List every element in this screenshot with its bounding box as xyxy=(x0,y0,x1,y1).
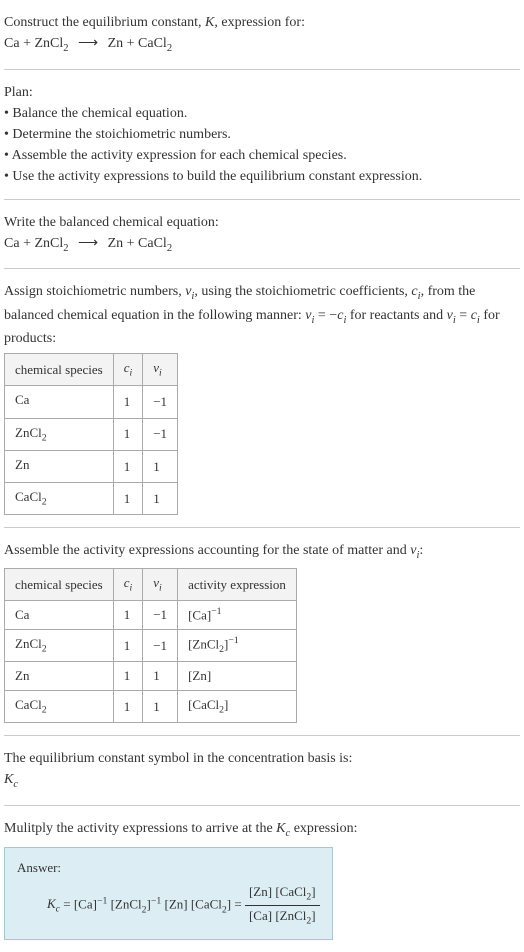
problem-statement: Construct the equilibrium constant, K, e… xyxy=(4,6,520,63)
plan-item: • Balance the chemical equation. xyxy=(4,103,520,124)
kc-symbol-section: The equilibrium constant symbol in the c… xyxy=(4,742,520,799)
reaction-arrow-icon: ⟶ xyxy=(72,236,104,251)
divider xyxy=(4,805,520,806)
plan-item: • Determine the stoichiometric numbers. xyxy=(4,124,520,145)
stoich-table: chemical species ci νi Ca1−1 ZnCl21−1 Zn… xyxy=(4,353,178,515)
divider xyxy=(4,527,520,528)
species: Ca xyxy=(4,36,20,51)
divider xyxy=(4,199,520,200)
kc-symbol: Kc xyxy=(4,772,18,787)
activity-table: chemical species ci νi activity expressi… xyxy=(4,568,297,723)
table-row: Zn11 xyxy=(5,450,178,482)
col-species: chemical species xyxy=(5,568,114,600)
k-symbol: K xyxy=(205,15,214,30)
divider xyxy=(4,69,520,70)
col-ci: ci xyxy=(113,568,143,600)
balanced-equation: Ca + ZnCl2 ⟶ Zn + CaCl2 xyxy=(4,236,172,251)
text: , expression for: xyxy=(214,15,305,30)
table-header-row: chemical species ci νi xyxy=(5,354,178,386)
denominator: [Ca] [ZnCl2] xyxy=(245,906,320,929)
answer-label: Answer: xyxy=(17,858,320,878)
plan-item: • Use the activity expressions to build … xyxy=(4,166,520,187)
answer-box: Answer: Kc = [Ca]−1 [ZnCl2]−1 [Zn] [CaCl… xyxy=(4,847,333,940)
table-row: CaCl2 1 1 [CaCl2] xyxy=(5,690,297,722)
table-header-row: chemical species ci νi activity expressi… xyxy=(5,568,297,600)
table-row: Ca 1 −1 [Ca]−1 xyxy=(5,601,297,630)
reaction-arrow-icon: ⟶ xyxy=(72,36,104,51)
species: Zn xyxy=(108,36,124,51)
table-row: Ca1−1 xyxy=(5,386,178,418)
col-nui: νi xyxy=(143,354,178,386)
balanced-title: Write the balanced chemical equation: xyxy=(4,212,520,233)
answer-expression: Kc = [Ca]−1 [ZnCl2]−1 [Zn] [CaCl2] = [Zn… xyxy=(17,878,320,929)
balanced-section: Write the balanced chemical equation: Ca… xyxy=(4,206,520,263)
kc-symbol-text: The equilibrium constant symbol in the c… xyxy=(4,748,520,769)
col-species: chemical species xyxy=(5,354,114,386)
equation: Ca + ZnCl2 ⟶ Zn + CaCl2 xyxy=(4,36,172,51)
divider xyxy=(4,735,520,736)
activity-section: Assemble the activity expressions accoun… xyxy=(4,534,520,729)
species: ZnCl2 xyxy=(34,36,68,51)
stoich-section: Assign stoichiometric numbers, νi, using… xyxy=(4,275,520,521)
plan-section: Plan: • Balance the chemical equation. •… xyxy=(4,76,520,193)
col-nui: νi xyxy=(143,568,178,600)
col-ci: ci xyxy=(113,354,143,386)
table-row: Zn 1 1 [Zn] xyxy=(5,662,297,691)
numerator: [Zn] [CaCl2] xyxy=(245,882,320,906)
text: Construct the equilibrium constant, xyxy=(4,15,205,30)
table-row: ZnCl21−1 xyxy=(5,418,178,450)
table-row: CaCl211 xyxy=(5,483,178,515)
table-row: ZnCl2 1 −1 [ZnCl2]−1 xyxy=(5,629,297,662)
col-activity: activity expression xyxy=(178,568,297,600)
plan-title: Plan: xyxy=(4,82,520,103)
multiply-section: Mulitply the activity expressions to arr… xyxy=(4,812,520,946)
divider xyxy=(4,268,520,269)
fraction: [Zn] [CaCl2] [Ca] [ZnCl2] xyxy=(245,882,320,929)
species: CaCl2 xyxy=(138,36,172,51)
plan-item: • Assemble the activity expression for e… xyxy=(4,145,520,166)
